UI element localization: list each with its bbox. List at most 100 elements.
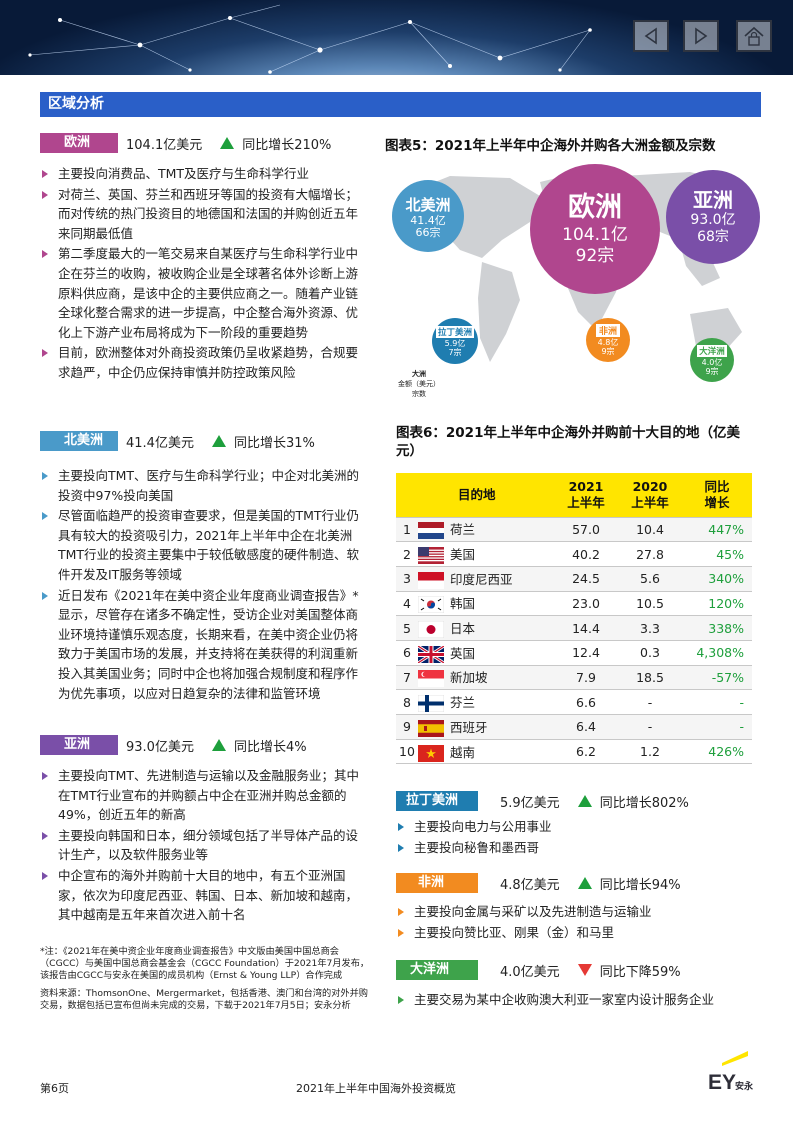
region-header-north-america: 北美洲 41.4亿美元 同比增长31% — [40, 431, 315, 451]
footnotes: *注：《2021年在美中资企业年度商业调查报告》中文版由美国中国总商会（CGCC… — [40, 946, 370, 1012]
flag-vietnam-icon — [418, 744, 444, 762]
home-button[interactable] — [736, 20, 772, 52]
rank-cell: 8 — [396, 689, 418, 715]
bubble-deals: 66宗 — [415, 225, 441, 239]
value-2021-cell: 7.9 — [554, 664, 618, 690]
value-2021-cell: 6.4 — [554, 714, 618, 740]
region-tag: 非洲 — [396, 873, 478, 893]
region-tag: 欧洲 — [40, 133, 118, 153]
header-line: 增长 — [704, 494, 730, 510]
rank-cell: 9 — [396, 714, 418, 740]
list-item: 主要投向韩国和日本，细分领域包括了半导体产品的设计生产，以及软件服务业等 — [40, 826, 370, 865]
flag-netherlands-icon — [418, 522, 444, 540]
value-2021-cell: 24.5 — [554, 565, 618, 592]
prev-page-button[interactable] — [633, 20, 669, 52]
world-bubble-map: 北美洲 41.4亿 66宗 欧洲 104.1亿 92宗 亚洲 93.0亿 68宗… — [390, 162, 762, 405]
bubble-europe: 欧洲 104.1亿 92宗 — [530, 164, 660, 294]
down-arrow-icon — [577, 964, 592, 976]
up-arrow-icon — [577, 877, 592, 889]
flag-finland-icon — [418, 695, 444, 713]
header-line: 上半年 — [631, 494, 669, 510]
region-amount: 5.9亿美元 — [500, 795, 560, 811]
bubble-latin-america: 拉丁美洲 5.9亿 7宗 — [432, 318, 478, 364]
region-change: 同比增长4% — [233, 739, 307, 755]
bubble-north-america: 北美洲 41.4亿 66宗 — [392, 180, 464, 252]
list-item: 对荷兰、英国、芬兰和西班牙等国的投资有大幅增长；而对传统的热门投资目的地德国和法… — [40, 185, 370, 244]
region-tag: 北美洲 — [40, 431, 118, 451]
destination-header: 目的地 — [418, 473, 554, 517]
value-2020-cell: 10.4 — [618, 516, 682, 542]
flag-south-korea-icon — [418, 596, 444, 614]
value-2020-cell: 5.6 — [618, 565, 682, 592]
logo-sub: 安永 — [735, 1080, 754, 1092]
value-2021-cell: 6.2 — [554, 738, 618, 765]
destination-cell: 越南 — [418, 738, 554, 765]
value-2020-cell: 3.3 — [618, 615, 682, 641]
growth-cell: 120% — [682, 590, 752, 616]
header-line: 上半年 — [567, 494, 605, 510]
region-tag: 拉丁美洲 — [396, 791, 478, 811]
rank-cell: 6 — [396, 639, 418, 666]
list-item: 主要交易为某中企收购澳大利亚一家室内设计服务企业 — [396, 990, 756, 1010]
region-header-africa: 非洲 4.8亿美元 同比增长94% — [396, 873, 681, 893]
table-row: 9 西班牙 6.4- - — [396, 714, 752, 740]
flag-spain-icon — [418, 719, 444, 737]
flag-indonesia-icon — [418, 571, 444, 589]
rank-cell: 4 — [396, 590, 418, 616]
home-lock-icon — [744, 26, 764, 46]
value-2021-cell: 57.0 — [554, 516, 618, 542]
country-name: 新加坡 — [450, 670, 488, 686]
oceania-bullets: 主要交易为某中企收购澳大利亚一家室内设计服务企业 — [396, 990, 756, 1011]
rank-cell: 1 — [396, 516, 418, 542]
country-name: 美国 — [450, 547, 476, 563]
destination-cell: 西班牙 — [418, 714, 554, 740]
map-legend: 大洲 金额（美元） 宗数 — [394, 369, 444, 399]
table-row: 4 韩国 23.0 10.5 120% — [396, 590, 752, 616]
destination-cell: 荷兰 — [418, 516, 554, 542]
list-item: 主要投向赞比亚、刚果（金）和马里 — [396, 923, 756, 943]
list-item: 近日发布《2021年在美中资企业年度商业调查报告》*显示，尽管存在诸多不确定性，… — [40, 586, 370, 704]
region-header-latin-america: 拉丁美洲 5.9亿美元 同比增长802% — [396, 791, 689, 811]
page-number: 第6页 — [40, 1082, 69, 1095]
flag-singapore-icon — [418, 670, 444, 688]
list-item: 主要投向TMT、先进制造与运输以及金融服务业；其中在TMT行业宣布的并购额占中企… — [40, 766, 370, 825]
asia-bullets: 主要投向TMT、先进制造与运输以及金融服务业；其中在TMT行业宣布的并购额占中企… — [40, 766, 370, 926]
bubble-amount: 93.0亿 — [690, 212, 736, 228]
next-page-button[interactable] — [683, 20, 719, 52]
up-arrow-icon — [220, 137, 235, 149]
header-line: 2020 — [632, 478, 668, 494]
bubble-amount: 4.0亿 — [701, 357, 723, 367]
list-item: 第二季度最大的一笔交易来自某医疗与生命科学行业中企在芬兰的收购，被收购企业是全球… — [40, 244, 370, 342]
y2020-header: 2020 上半年 — [618, 473, 682, 517]
table-row: 2 美国 40.2 27.8 45% — [396, 541, 752, 567]
logo-text: EY — [708, 1071, 736, 1093]
table-row: 1 荷兰 57.0 10.4 447% — [396, 516, 752, 542]
bubble-name: 大洋洲 — [697, 344, 727, 357]
bubble-name: 北美洲 — [405, 195, 451, 214]
bubble-deals: 68宗 — [697, 229, 729, 245]
rank-cell: 7 — [396, 664, 418, 690]
chevron-left-icon — [644, 27, 657, 45]
growth-cell: 340% — [682, 565, 752, 592]
rank-cell: 2 — [396, 541, 418, 567]
legend-amount: 金额（美元） — [398, 380, 440, 388]
region-amount: 41.4亿美元 — [126, 435, 194, 451]
legend-name: 大洲 — [412, 370, 426, 378]
bubble-name: 亚洲 — [693, 188, 733, 212]
country-name: 西班牙 — [450, 719, 488, 735]
header-line: 同比 — [704, 478, 730, 494]
bubble-deals: 9宗 — [705, 366, 719, 376]
up-arrow-icon — [211, 435, 226, 447]
value-2020-cell: - — [618, 714, 682, 740]
bubble-amount: 5.9亿 — [444, 338, 466, 348]
destination-cell: 韩国 — [418, 590, 554, 616]
top10-destination-table: 目的地 2021 上半年 2020 上半年 同比 增长 1 荷兰 57.0 10.4 447%… — [396, 473, 752, 765]
region-header-oceania: 大洋洲 4.0亿美元 同比下降59% — [396, 960, 681, 980]
region-change: 同比增长94% — [599, 877, 681, 893]
growth-cell: 447% — [682, 516, 752, 542]
value-2021-cell: 6.6 — [554, 689, 618, 715]
growth-cell: 338% — [682, 615, 752, 641]
legend-deals: 宗数 — [412, 390, 426, 398]
rank-cell: 3 — [396, 565, 418, 592]
region-change: 同比增长802% — [599, 795, 689, 811]
